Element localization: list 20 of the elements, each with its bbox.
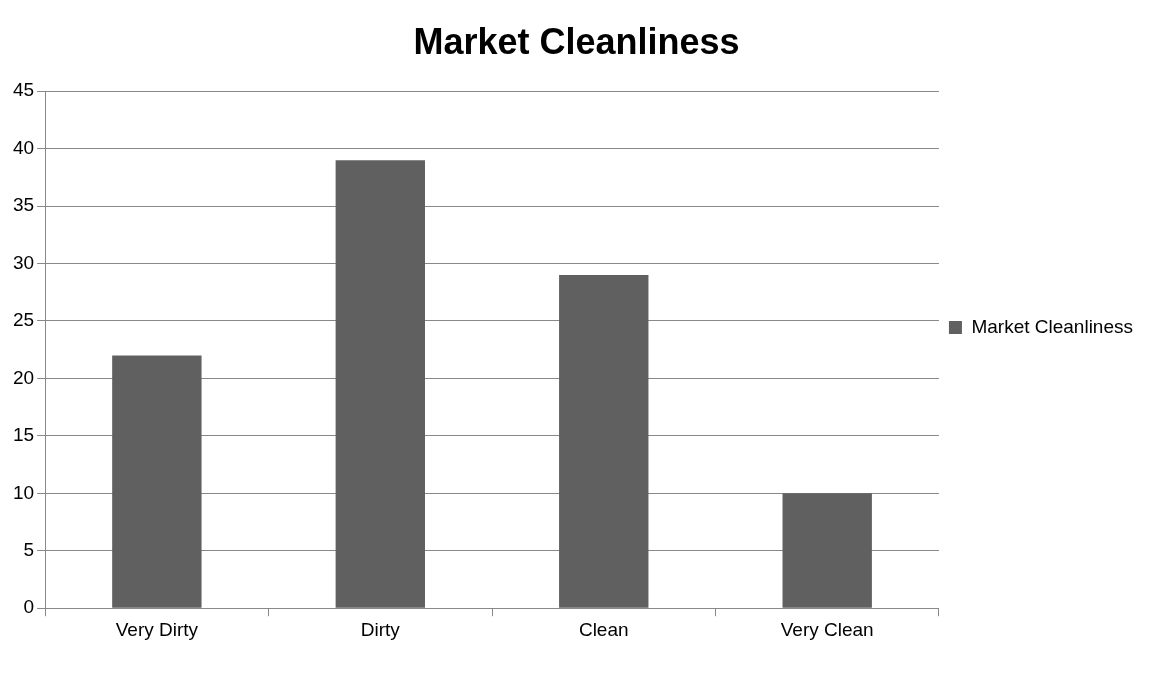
y-tick-label: 10 (12, 481, 35, 503)
y-tick-label: 0 (23, 596, 35, 618)
y-tick-label: 25 (12, 309, 35, 331)
bar (782, 493, 872, 608)
chart-title: Market Cleanliness (413, 20, 740, 62)
y-tick-label: 35 (12, 194, 35, 216)
x-tick-label: Very Clean (780, 618, 874, 640)
y-tick-label: 15 (12, 424, 35, 446)
bar (559, 275, 649, 608)
bar (112, 355, 202, 608)
x-tick-label: Very Dirty (115, 618, 199, 640)
y-tick-label: 20 (12, 366, 35, 388)
y-tick-label: 45 (12, 79, 35, 101)
y-tick-label: 40 (12, 136, 35, 158)
legend-label: Market Cleanliness (971, 315, 1134, 337)
y-tick-label: 30 (12, 251, 35, 273)
y-tick-label: 5 (23, 538, 35, 560)
x-tick-label: Dirty (360, 618, 401, 640)
x-tick-label: Clean (578, 618, 629, 640)
bar (335, 160, 425, 608)
